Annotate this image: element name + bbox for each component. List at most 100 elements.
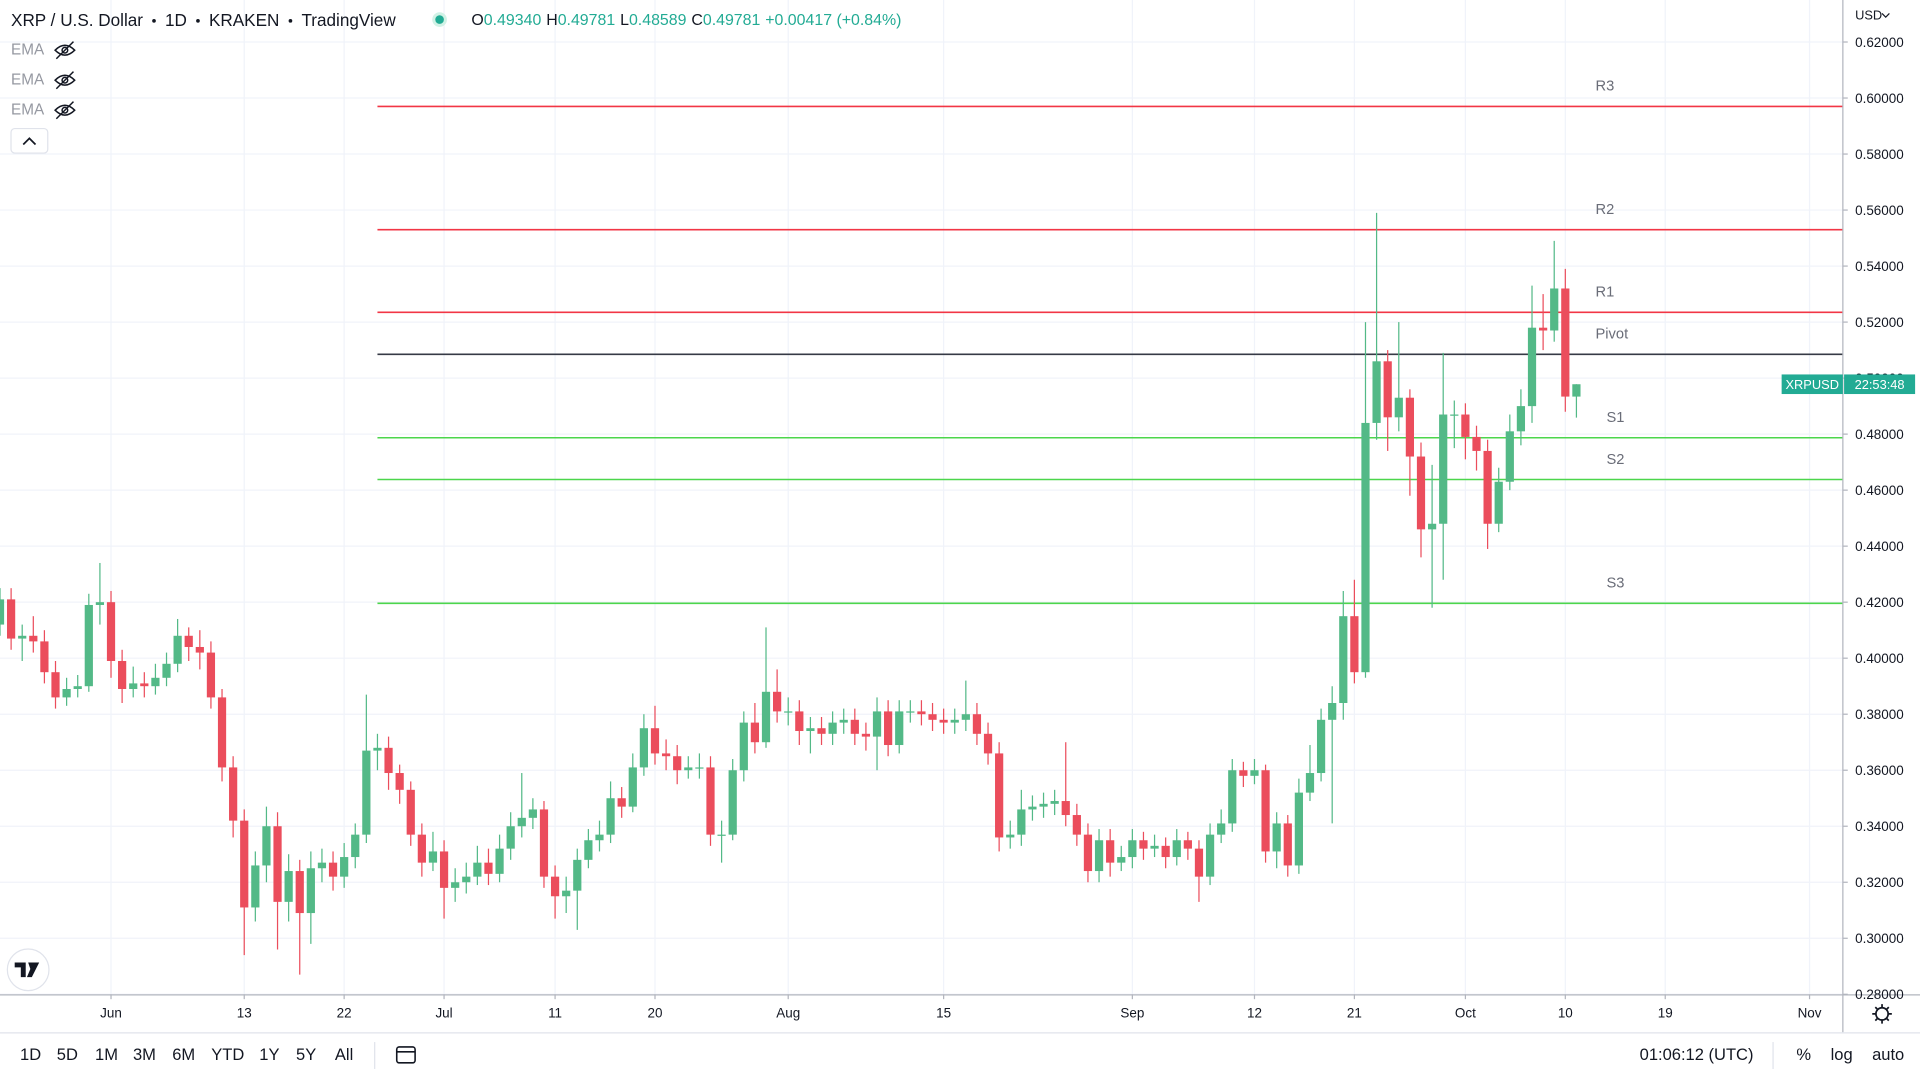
separator-dot [152,18,156,23]
candle-body [917,711,926,715]
candle-body [406,789,415,835]
interval: 1D [165,9,187,29]
y-tick-label: 0.44000 [1855,539,1904,554]
y-tick-label: 0.54000 [1855,259,1904,274]
range-button[interactable]: All [335,1045,353,1064]
candle-body [606,798,615,835]
ohlc-value: 0.48589 [629,12,687,29]
clock[interactable]: 01:06:12 (UTC) [1640,1045,1754,1064]
indicator-name: EMA [11,101,45,118]
candle-body [1405,397,1415,457]
ohlc-value: 0.49340 [484,12,542,29]
candle-body [1394,397,1403,418]
range-button[interactable]: 5D [57,1045,78,1064]
candle-body [484,862,493,874]
candle-body [1361,422,1370,673]
candle-body [983,733,993,754]
candle-body [717,834,726,836]
scale-option[interactable]: % [1796,1045,1811,1064]
candle-body [1217,823,1226,835]
x-tick-label: 19 [1658,1005,1673,1020]
candle-body [40,641,49,673]
candle-body [1372,361,1381,423]
candle-body [1272,823,1281,852]
price-tag: XRPUSD 22:53:48 [1781,374,1916,395]
candle-body [451,882,460,888]
candle-body [1350,616,1359,673]
candle-body [306,868,315,914]
candle-body [495,848,504,874]
range-button[interactable]: 1Y [259,1045,279,1064]
candle-body [884,711,893,746]
range-button[interactable]: 1D [20,1045,41,1064]
candle-body [18,635,27,639]
x-tick-label: Sep [1120,1005,1144,1020]
candle-body [1505,431,1514,482]
candle-body [728,770,737,835]
range-button[interactable]: YTD [211,1045,244,1064]
symbol-tag: XRPUSD [1785,377,1839,392]
x-tick-label: 22 [337,1005,352,1020]
candle-body [1572,384,1581,397]
collapse-button[interactable] [10,127,49,154]
x-tick-label: 13 [237,1005,252,1020]
candle-body [251,865,260,908]
indicator-name: EMA [11,41,45,58]
range-button[interactable]: 5Y [296,1045,316,1064]
y-tick-label: 0.52000 [1855,315,1904,330]
logo-badge[interactable] [6,948,50,992]
collapse-icon [22,137,37,146]
candle-body [1461,414,1470,437]
range-button[interactable]: 6M [172,1045,195,1064]
date-range-icon[interactable] [395,1046,416,1064]
indicators: EMA EMA EMA [11,41,76,120]
candle-body [1039,803,1048,807]
candle-body [462,876,471,883]
visibility-icon[interactable] [54,101,76,120]
candle-body [539,809,549,877]
source: TradingView [301,9,396,29]
candle-body [1128,840,1137,858]
candle-body [217,697,227,768]
candle-body [684,767,693,771]
y-tick-label: 0.56000 [1855,203,1904,218]
candle-body [673,756,682,771]
candle-body [1172,840,1181,858]
strike [55,71,74,90]
candle-body [861,733,871,737]
candle-body [1061,801,1070,816]
visibility-icon[interactable] [54,41,76,60]
x-tick-label: Oct [1455,1005,1476,1020]
candle-body [1383,361,1392,418]
scale-option[interactable]: auto [1872,1045,1904,1064]
currency[interactable]: USD [1855,7,1882,22]
y-tick-label: 0.30000 [1855,931,1904,946]
candle-body [1483,450,1492,524]
candle-body [806,728,815,732]
countdown: 22:53:48 [1855,377,1905,392]
candle-body [1339,616,1348,704]
candle-body [1228,770,1237,824]
visibility-icon[interactable] [54,71,76,90]
ohlc-label: L [620,12,629,29]
ohlc-label: O [471,12,483,29]
candle-body [784,711,793,713]
pupil [61,106,69,114]
candle-body [273,826,282,902]
range-button[interactable]: 3M [133,1045,156,1064]
candle-body [29,635,38,642]
candle-body [1028,806,1037,810]
scale-option[interactable]: log [1831,1045,1853,1064]
candle-body [1117,857,1126,863]
price-tag-bg [1844,374,1916,395]
candle-body [584,840,593,860]
candle-body [1450,414,1459,416]
x-tick-label: Jun [100,1005,122,1020]
range-button[interactable]: 1M [95,1045,118,1064]
candle-body [773,691,782,712]
ohlc-label: C [691,12,703,29]
candle-body [895,711,904,746]
candle-body [961,714,970,720]
candle-body [1050,801,1059,804]
candles [0,212,1581,975]
